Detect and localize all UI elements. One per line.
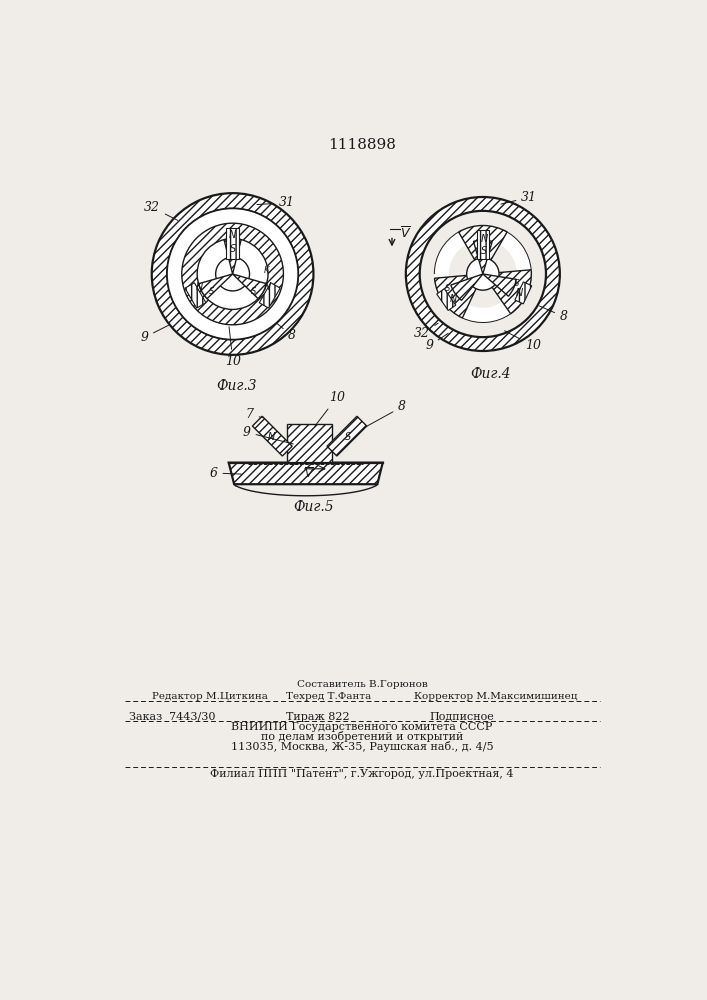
Text: N: N [264,282,271,292]
Text: Тираж 822: Тираж 822 [286,712,350,722]
Circle shape [216,257,250,291]
Wedge shape [451,274,483,300]
Wedge shape [459,225,507,274]
Text: 6: 6 [209,467,241,480]
Bar [259,283,280,308]
Wedge shape [152,193,313,355]
Text: S: S [251,287,257,296]
Text: Корректор М.Максимишинец: Корректор М.Максимишинец [414,692,577,701]
Circle shape [167,209,298,339]
Text: Составитель В.Горюнов: Составитель В.Горюнов [296,680,427,689]
Wedge shape [199,274,233,299]
Text: ВНИИПИ Государственного комитета СССР: ВНИИПИ Государственного комитета СССР [231,722,493,732]
Text: N: N [268,432,275,442]
Text: Подписное: Подписное [429,712,493,722]
Text: 10: 10 [315,391,345,426]
Text: N: N [450,294,457,304]
Wedge shape [224,239,241,274]
Text: 10: 10 [505,331,541,352]
Bar [226,228,239,259]
Text: 8: 8 [277,324,296,342]
Text: N: N [481,234,488,244]
Text: Филиал ППП "Патент", г.Ужгород, ул.Проектная, 4: Филиал ППП "Патент", г.Ужгород, ул.Проек… [210,769,514,779]
Text: S: S [230,244,235,254]
Text: $\overline{V}$: $\overline{V}$ [399,226,411,242]
Wedge shape [483,274,516,296]
Bar [477,230,489,259]
Text: S: S [209,287,214,296]
Text: S: S [445,284,450,293]
Wedge shape [434,225,532,323]
Text: по делам изобретений и открытий: по делам изобретений и открытий [261,731,463,742]
Polygon shape [327,416,367,456]
Text: K: K [264,266,269,275]
Bar [287,424,332,463]
Text: 31: 31 [257,196,295,209]
Text: Фиг.4: Фиг.4 [470,367,511,381]
Text: 8: 8 [366,400,406,427]
Text: 7: 7 [246,408,264,421]
Text: 32: 32 [414,323,438,340]
Wedge shape [474,240,492,274]
Text: 1118898: 1118898 [328,138,396,152]
Text: 9: 9 [425,333,448,352]
Text: 31: 31 [501,191,537,204]
Text: S: S [481,246,488,256]
Text: 32: 32 [144,201,177,220]
Text: $\overline{V}$: $\overline{V}$ [305,465,315,480]
Wedge shape [182,223,284,325]
Text: Редактор М.Циткина: Редактор М.Циткина [152,692,268,701]
Circle shape [467,258,499,290]
Text: 8: 8 [539,306,568,323]
Wedge shape [435,274,483,318]
Bar [515,282,532,304]
Polygon shape [252,416,292,456]
Text: Фиг.5: Фиг.5 [293,500,334,514]
Text: 9: 9 [140,325,168,344]
Wedge shape [233,274,267,299]
Text: 113035, Москва, Ж-35, Раушская наб., д. 4/5: 113035, Москва, Ж-35, Раушская наб., д. … [230,741,493,752]
Bar [185,283,206,308]
Text: 10: 10 [225,327,241,368]
Polygon shape [229,463,382,484]
Text: 9: 9 [243,426,293,444]
Text: Фиг.3: Фиг.3 [216,379,257,393]
Wedge shape [483,270,532,314]
Text: S: S [514,279,520,288]
Text: S: S [344,432,351,442]
Text: Техред Т.Фанта: Техред Т.Фанта [286,692,372,701]
Text: N: N [229,231,236,240]
Text: N: N [195,282,203,292]
Text: N: N [516,288,523,298]
Wedge shape [406,197,560,351]
Text: Заказ  7443/30: Заказ 7443/30 [129,712,215,722]
Bar [437,289,456,310]
